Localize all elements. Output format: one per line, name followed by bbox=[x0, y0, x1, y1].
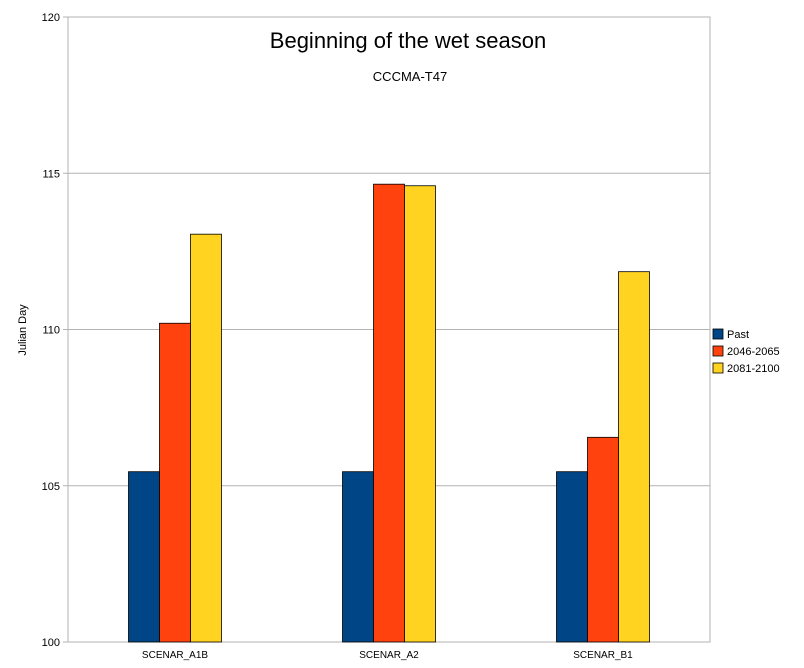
y-axis-label: Julian Day bbox=[17, 304, 29, 356]
legend-swatch bbox=[712, 362, 724, 374]
bar-past-scenar-a2 bbox=[342, 471, 374, 643]
x-axis-category-labels: SCENAR_A1B SCENAR_A2 SCENAR_B1 bbox=[142, 650, 633, 661]
bar-2081-2100-scenar-a1b bbox=[190, 233, 222, 643]
chart-title: Beginning of the wet season bbox=[270, 28, 546, 53]
y-tick-label: 100 bbox=[42, 637, 60, 649]
bars bbox=[128, 183, 650, 643]
x-category-label: SCENAR_B1 bbox=[573, 650, 633, 661]
y-axis-tick-labels: 100 105 110 115 120 bbox=[42, 12, 60, 649]
legend: Past 2046-2065 2081-2100 bbox=[712, 328, 780, 375]
x-category-label: SCENAR_A2 bbox=[359, 650, 419, 661]
legend-label: 2046-2065 bbox=[727, 346, 780, 358]
bar-2046-2065-scenar-a2 bbox=[373, 183, 405, 643]
chart-subtitle: CCCMA-T47 bbox=[373, 69, 447, 84]
bar-past-scenar-a1b bbox=[128, 471, 160, 643]
x-category-label: SCENAR_A1B bbox=[142, 650, 208, 661]
y-tick-label: 110 bbox=[42, 325, 60, 337]
y-tick-label: 120 bbox=[42, 12, 60, 24]
bar-2046-2065-scenar-b1 bbox=[587, 436, 619, 643]
legend-label: 2081-2100 bbox=[727, 363, 780, 375]
bar-2081-2100-scenar-b1 bbox=[618, 271, 650, 643]
bar-2046-2065-scenar-a1b bbox=[159, 322, 191, 643]
bar-2081-2100-scenar-a2 bbox=[404, 185, 436, 643]
y-tick-label: 115 bbox=[42, 168, 60, 180]
legend-swatch bbox=[712, 345, 724, 357]
legend-label: Past bbox=[727, 329, 749, 341]
bar-past-scenar-b1 bbox=[556, 471, 588, 643]
y-tick-label: 105 bbox=[42, 481, 60, 493]
legend-swatch bbox=[712, 328, 724, 340]
